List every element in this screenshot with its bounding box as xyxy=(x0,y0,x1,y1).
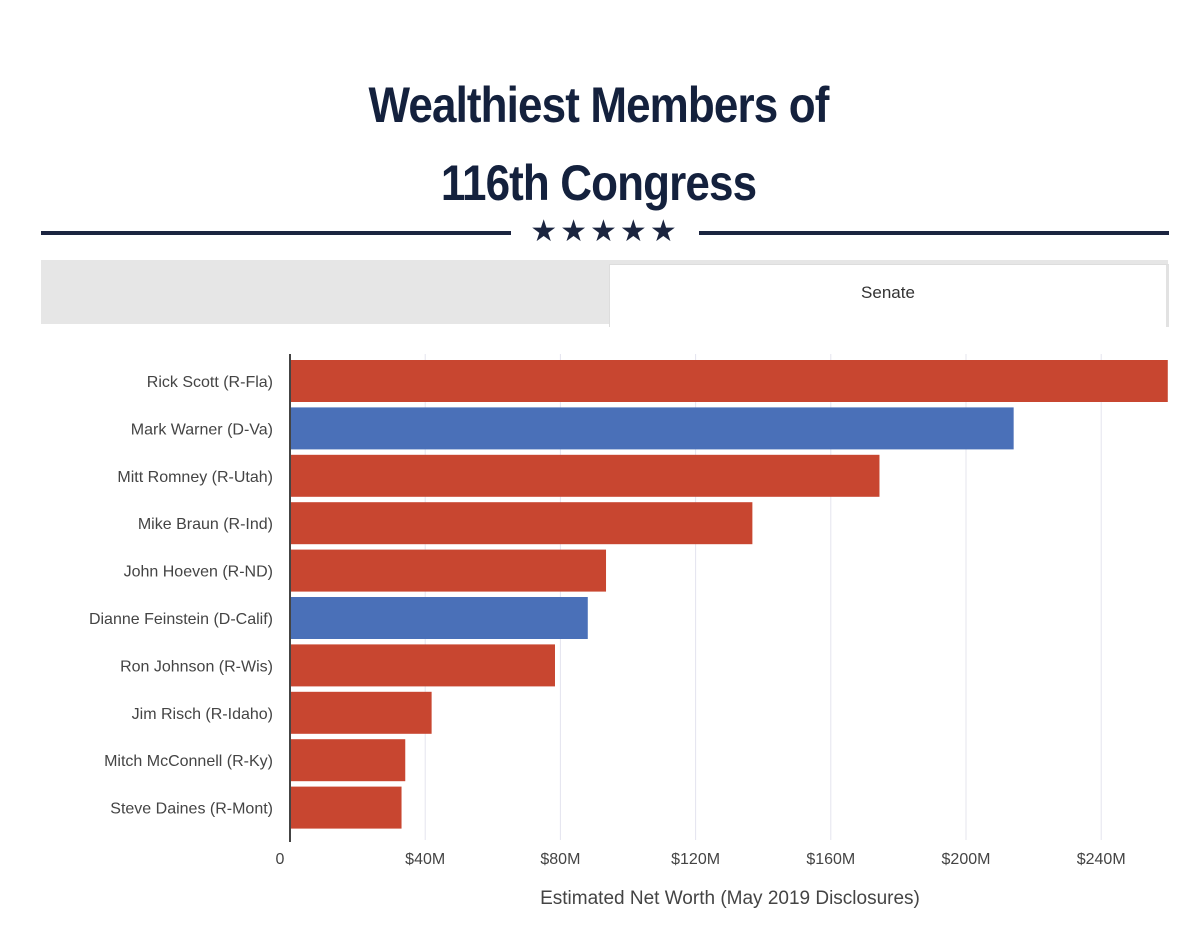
bar[interactable] xyxy=(291,549,607,592)
category-label: Mike Braun (R-Ind) xyxy=(138,516,273,533)
category-label: Mark Warner (D-Va) xyxy=(131,421,273,438)
bar[interactable] xyxy=(291,502,753,545)
tab-senate[interactable]: Senate xyxy=(609,264,1169,327)
chart-title: Wealthiest Members of 116th Congress xyxy=(0,66,1197,222)
x-tick-label: $200M xyxy=(942,851,991,868)
category-label: Steve Daines (R-Mont) xyxy=(110,801,273,818)
x-tick-label: $160M xyxy=(806,851,855,868)
x-tick-label: $120M xyxy=(671,851,720,868)
bar-chart: Rick Scott (R-Fla) Mark Warner (D-Va) Mitt… xyxy=(89,354,1168,909)
x-tick-label: $80M xyxy=(540,851,580,868)
title-divider-right xyxy=(699,231,1169,235)
x-tick-label: 0 xyxy=(276,851,285,868)
bars xyxy=(291,360,1168,829)
category-label: Mitch McConnell (R-Ky) xyxy=(104,753,273,770)
bar[interactable] xyxy=(291,597,588,639)
title-divider-left xyxy=(41,231,511,235)
x-tick-labels: 0 $40M $80M $120M $160M $200M $240M xyxy=(276,851,1126,868)
category-label: Ron Johnson (R-Wis) xyxy=(120,658,273,675)
x-tick-label: $40M xyxy=(405,851,445,868)
bar[interactable] xyxy=(291,454,880,497)
category-label: John Hoeven (R-ND) xyxy=(124,564,273,581)
chart-title-line2: 116th Congress xyxy=(440,155,757,211)
category-label: Dianne Feinstein (D-Calif) xyxy=(89,611,273,628)
category-labels: Rick Scott (R-Fla) Mark Warner (D-Va) Mitt… xyxy=(89,374,273,818)
x-tick-label: $240M xyxy=(1077,851,1126,868)
bar[interactable] xyxy=(291,644,555,687)
category-label: Jim Risch (R-Idaho) xyxy=(132,706,273,723)
bar[interactable] xyxy=(291,360,1168,402)
bar[interactable] xyxy=(291,786,402,829)
bar[interactable] xyxy=(291,407,1014,450)
category-label: Rick Scott (R-Fla) xyxy=(147,374,273,391)
x-axis-title: Estimated Net Worth (May 2019 Disclosure… xyxy=(540,888,920,909)
stars-ornament: ★★★★★ xyxy=(530,214,680,249)
bar[interactable] xyxy=(291,691,432,734)
tab-house[interactable] xyxy=(41,260,609,324)
chart-title-line1: Wealthiest Members of xyxy=(368,77,830,133)
category-label: Mitt Romney (R-Utah) xyxy=(117,469,273,486)
bar[interactable] xyxy=(291,739,406,782)
